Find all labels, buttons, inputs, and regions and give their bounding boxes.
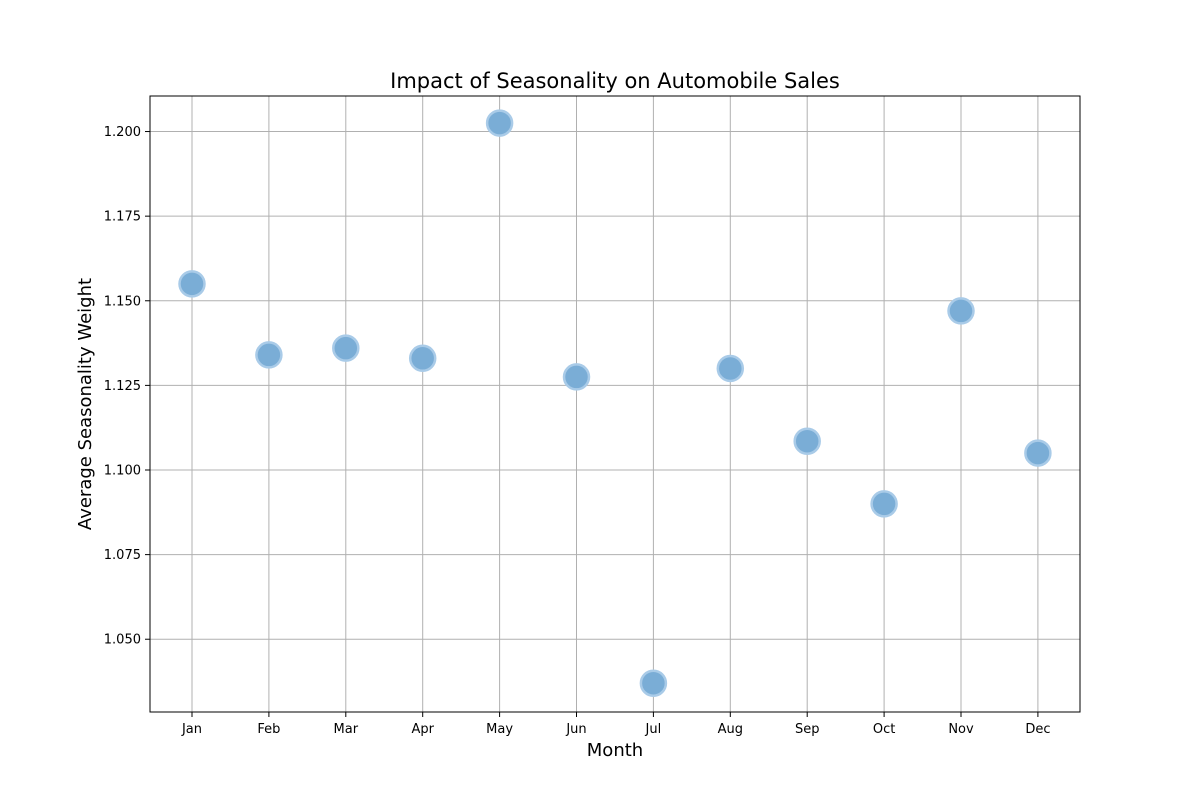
data-point-jun [562, 363, 591, 391]
data-point-may [485, 109, 514, 137]
data-point-feb [255, 341, 283, 369]
data-point-apr [408, 344, 437, 373]
data-point-oct [870, 490, 898, 518]
data-point-jul [639, 669, 668, 697]
x-tick-label: Jun [565, 722, 586, 737]
plot-frame [149, 95, 1081, 713]
y-tick-label: 1.050 [104, 633, 141, 648]
y-tick-label: 1.150 [104, 294, 141, 309]
x-tick-label: Aug [718, 722, 743, 737]
y-tick-label: 1.075 [104, 548, 141, 563]
y-tick-label: 1.200 [104, 125, 141, 140]
axis-ticks: Jan Feb Mar Apr May Jun Jul Aug Sep Oct Nov Dec 1.05… [104, 125, 1051, 737]
y-tick-label: 1.175 [104, 210, 141, 225]
data-point-jan [178, 270, 206, 298]
data-point-nov [947, 297, 975, 325]
data-point-mar [332, 334, 360, 362]
x-tick-label: Nov [948, 722, 974, 737]
x-axis-title: Month [587, 740, 643, 761]
chart-title: Impact of Seasonality on Automobile Sale… [390, 69, 840, 93]
x-tick-label: Apr [411, 722, 434, 737]
data-point-dec [1024, 439, 1052, 467]
x-tick-label: Jan [181, 722, 202, 737]
x-tick-label: Sep [795, 722, 820, 737]
data-points [178, 109, 1052, 697]
grid-lines [150, 96, 1080, 712]
x-tick-label: Mar [334, 722, 359, 737]
x-tick-label: Feb [257, 722, 280, 737]
y-tick-label: 1.125 [104, 379, 141, 394]
y-tick-label: 1.100 [104, 464, 141, 479]
x-tick-label: May [486, 722, 513, 737]
x-tick-label: Oct [873, 722, 895, 737]
x-tick-label: Dec [1025, 722, 1050, 737]
x-tick-label: Jul [645, 722, 662, 737]
y-axis-title: Average Seasonality Weight [75, 278, 96, 530]
data-point-aug [716, 354, 745, 383]
data-point-sep [793, 427, 821, 455]
